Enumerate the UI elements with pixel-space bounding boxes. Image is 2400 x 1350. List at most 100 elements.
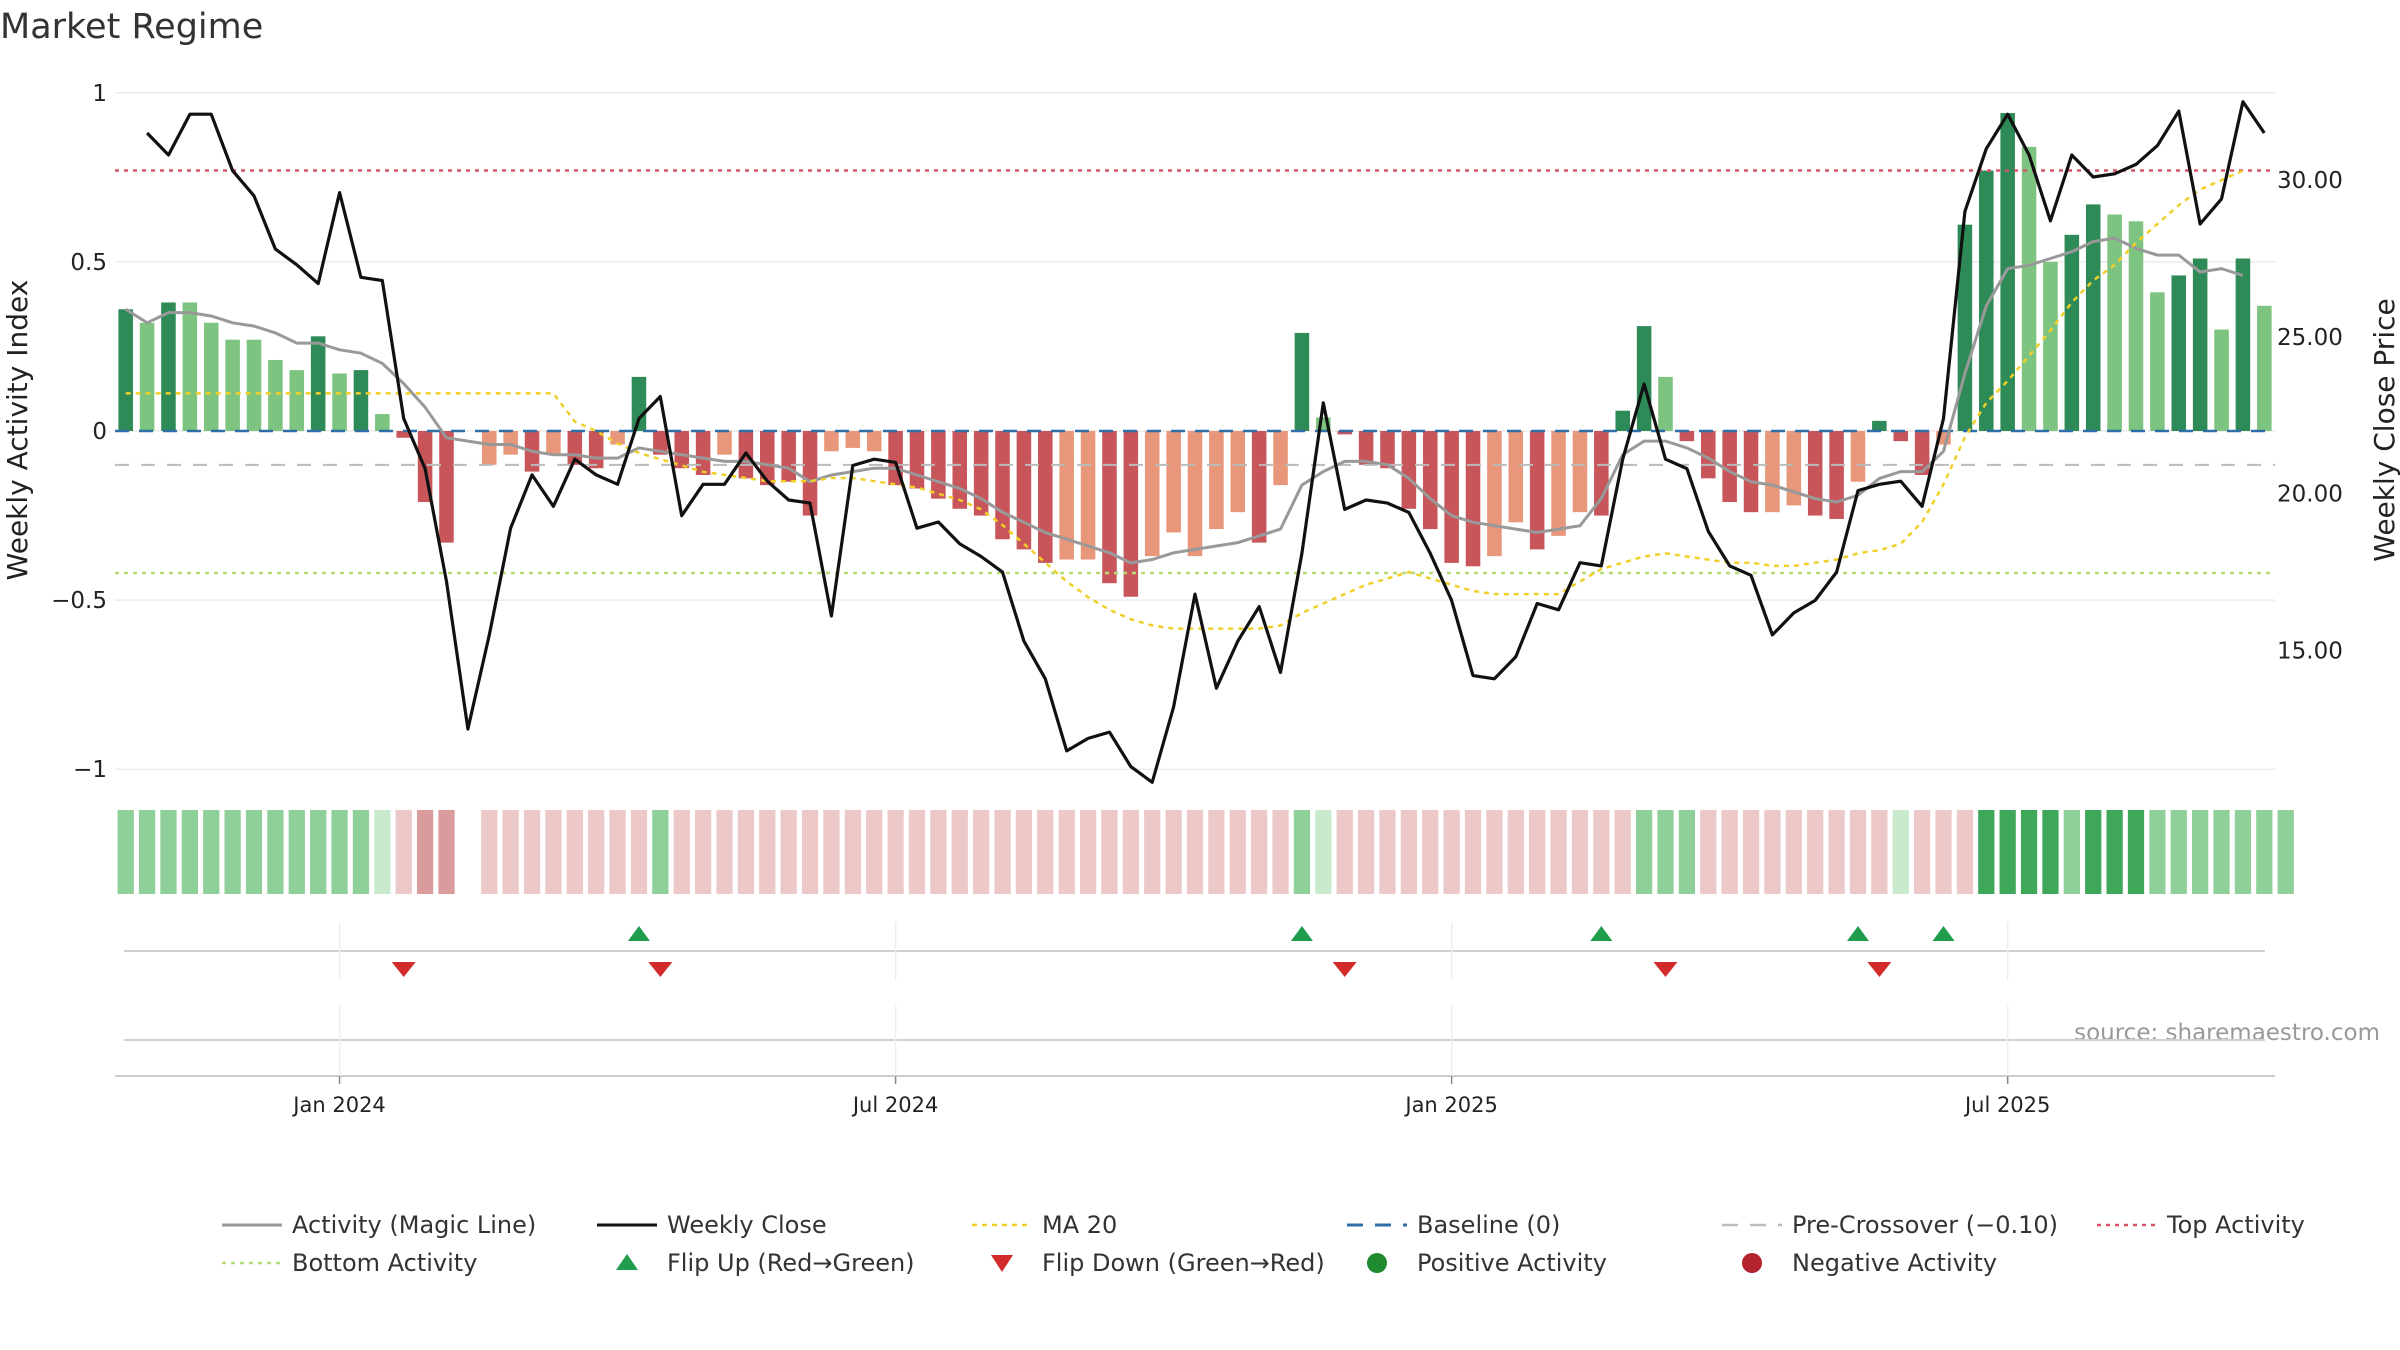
regime-cell	[502, 810, 519, 894]
flip-down-marker	[648, 962, 673, 977]
activity-bar	[824, 431, 839, 452]
right-tick-label: 30.00	[2277, 168, 2343, 194]
activity-bar	[1487, 431, 1502, 557]
regime-cell	[1700, 810, 1717, 894]
activity-bar	[909, 431, 925, 489]
regime-cell	[1828, 810, 1845, 894]
regime-cell	[245, 810, 263, 894]
regime-cell	[566, 810, 583, 894]
activity-bar	[481, 431, 497, 465]
activity-bar	[995, 431, 1010, 540]
regime-cell	[1593, 810, 1610, 894]
activity-bar	[1123, 431, 1139, 597]
activity-bar	[1358, 431, 1374, 465]
activity-bar	[546, 431, 561, 455]
regime-cell	[2192, 810, 2209, 894]
regime-cell	[2020, 810, 2038, 894]
activity-bar	[2150, 292, 2165, 431]
regime-cell	[994, 810, 1011, 894]
legend-item: Top Activity	[2097, 1211, 2305, 1239]
activity-bar	[503, 431, 518, 455]
activity-bar	[1401, 431, 1417, 509]
flip-down-marker	[391, 962, 416, 977]
flip-up-marker	[1590, 926, 1613, 941]
regime-strip	[117, 810, 2294, 894]
regime-cell	[1443, 810, 1460, 894]
regime-cell	[1529, 810, 1546, 894]
regime-cell	[1807, 810, 1824, 894]
right-axis-label: Weekly Close Price	[2368, 298, 2400, 561]
flip-down-marker	[1867, 962, 1892, 977]
legend-swatch	[616, 1254, 638, 1270]
flip-up-marker	[627, 926, 650, 941]
activity-bar	[2000, 113, 2015, 431]
regime-cell	[973, 810, 990, 894]
activity-bar	[1529, 431, 1545, 550]
regime-cell	[1892, 810, 1909, 894]
activity-bar	[396, 431, 411, 438]
legend-label: Pre-Crossover (−0.10)	[1792, 1211, 2058, 1239]
activity-bar	[1102, 431, 1117, 584]
activity-bar	[375, 414, 390, 431]
regime-cell	[331, 810, 348, 894]
regime-cell	[801, 810, 819, 894]
regime-cell	[374, 810, 391, 894]
regime-cell	[1935, 810, 1952, 894]
activity-bar	[2085, 204, 2101, 431]
flip-markers	[124, 926, 2265, 977]
regime-cell	[1251, 810, 1268, 894]
regime-cell	[2042, 810, 2059, 894]
regime-cell	[1379, 810, 1396, 894]
regime-cell	[1721, 810, 1738, 894]
flip-up-marker	[1846, 926, 1869, 941]
activity-bar	[653, 431, 668, 455]
regime-cell	[416, 810, 434, 894]
regime-cell	[673, 810, 690, 894]
activity-bar	[1059, 431, 1074, 560]
activity-bar	[1700, 431, 1716, 479]
regime-cell	[823, 810, 840, 894]
source-credit: source: sharemaestro.com	[2074, 1020, 2380, 1046]
activity-bar	[845, 431, 861, 448]
activity-bar	[1465, 431, 1481, 567]
activity-bar	[781, 431, 796, 482]
regime-cell	[1999, 810, 2016, 894]
activity-bar	[2235, 258, 2251, 431]
regime-cell	[138, 810, 156, 894]
activity-bar	[1337, 431, 1352, 435]
activity-bar	[289, 370, 305, 431]
magic-line	[124, 236, 2244, 565]
activity-bar	[1679, 431, 1695, 442]
regime-cell	[1785, 810, 1802, 894]
left-tick-label: −0.5	[51, 588, 107, 614]
activity-bar	[1722, 431, 1737, 503]
regime-cell	[652, 810, 669, 894]
activity-bar	[1444, 431, 1459, 563]
regime-cell	[352, 810, 370, 894]
legend-label: MA 20	[1042, 1211, 1117, 1239]
activity-bar	[1893, 431, 1909, 442]
activity-bar	[1957, 224, 1973, 431]
regime-cell	[1464, 810, 1482, 894]
activity-bar	[952, 431, 968, 509]
activity-bar	[610, 431, 625, 445]
activity-bar	[268, 359, 283, 431]
regime-cell	[716, 810, 733, 894]
legend-item: Pre-Crossover (−0.10)	[1722, 1211, 2058, 1239]
regime-cell	[1614, 810, 1631, 894]
regime-cell	[160, 810, 177, 894]
activity-bar	[2257, 305, 2272, 431]
activity-bar	[2192, 258, 2208, 431]
legend-label: Bottom Activity	[292, 1249, 477, 1277]
activity-bar	[1038, 431, 1053, 563]
legend-label: Negative Activity	[1792, 1249, 1997, 1277]
regime-cell	[2149, 810, 2166, 894]
legend-swatch	[991, 1255, 1013, 1272]
activity-bar	[2064, 234, 2080, 431]
regime-cell	[1550, 810, 1567, 894]
activity-bar	[1615, 410, 1630, 431]
regime-cell	[181, 810, 198, 894]
activity-bar	[1807, 431, 1823, 516]
activity-bar	[1979, 170, 1994, 431]
activity-bar	[588, 431, 604, 469]
